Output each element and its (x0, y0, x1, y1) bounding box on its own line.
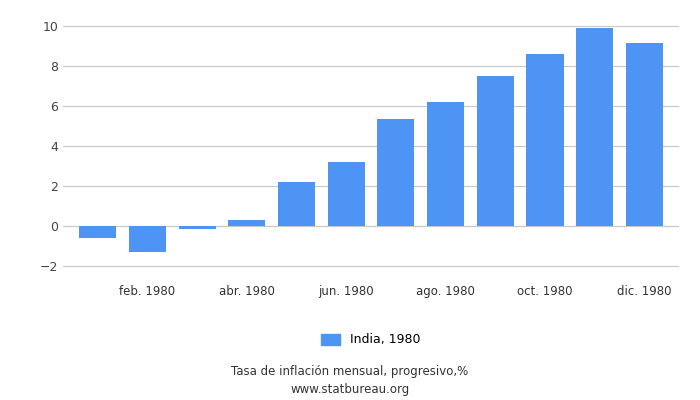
Bar (228, 220, 265, 226)
Bar (477, 76, 514, 226)
Text: www.statbureau.org: www.statbureau.org (290, 383, 410, 396)
Bar (328, 162, 365, 226)
Bar (129, 226, 166, 252)
Bar (576, 28, 613, 226)
Bar (79, 226, 116, 238)
Bar (427, 102, 464, 226)
Legend: India, 1980: India, 1980 (316, 328, 426, 352)
Bar (178, 226, 216, 229)
Bar (278, 182, 315, 226)
Text: Tasa de inflación mensual, progresivo,%: Tasa de inflación mensual, progresivo,% (232, 365, 468, 378)
Bar (626, 43, 663, 226)
Bar (377, 119, 414, 226)
Bar (526, 54, 564, 226)
